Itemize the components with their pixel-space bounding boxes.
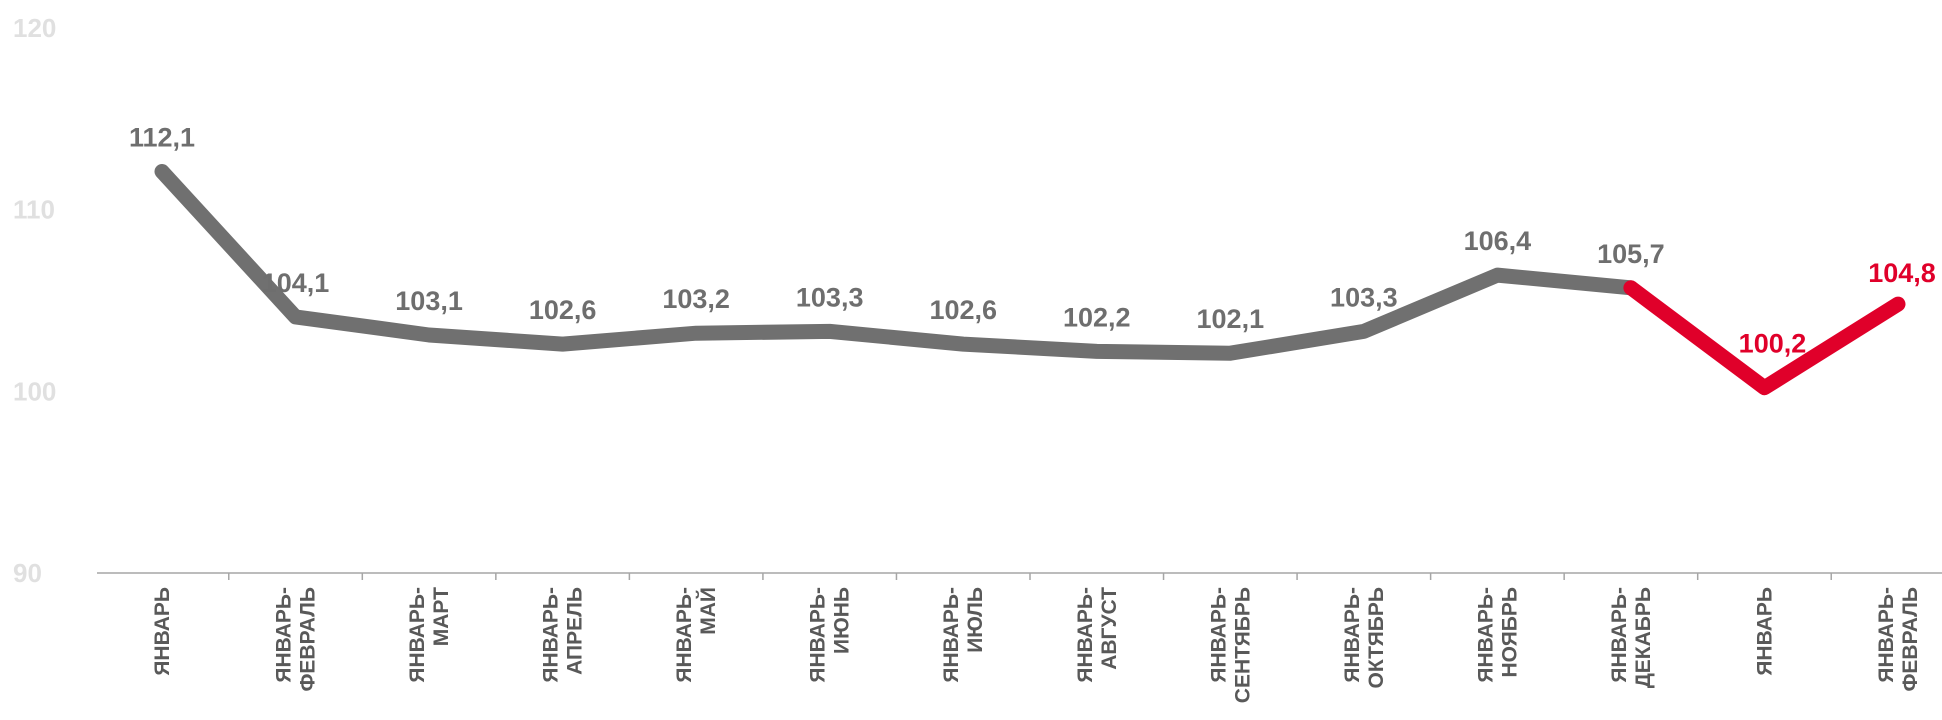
x-tick-label: ЯНВАРЬ- ИЮЛЬ <box>940 587 987 683</box>
x-tick-label: ЯНВАРЬ- ФЕВРАЛЬ <box>273 587 320 692</box>
x-tick-text: ФЕВРАЛЬ <box>297 587 320 692</box>
x-tick-text: ЯНВАРЬ- <box>673 587 696 683</box>
series-line-red <box>1623 280 1906 396</box>
data-label: 100,2 <box>1739 329 1807 359</box>
y-tick-label: 90 <box>13 558 42 588</box>
x-tick-text: ЯНВАРЬ- <box>1474 587 1497 683</box>
x-tick-text: ИЮНЬ <box>831 587 854 654</box>
x-tick-label: ЯНВАРЬ- СЕНТЯБРЬ <box>1207 587 1254 703</box>
y-tick-label: 120 <box>13 13 56 43</box>
series-lines <box>154 164 1906 396</box>
x-tick-label: ЯНВАРЬ- МАРТ <box>406 587 453 683</box>
x-tick-label: ЯНВАРЬ- ОКТЯБРЬ <box>1341 587 1388 689</box>
x-tick-text: ЯНВАРЬ- <box>1074 587 1097 683</box>
x-tick-text: НОЯБРЬ <box>1498 587 1521 678</box>
y-axis: 90 100 110 120 <box>13 13 56 588</box>
x-tick-text: ЯНВАРЬ- <box>273 587 296 683</box>
x-tick-text: ДЕКАБРЬ <box>1632 587 1655 688</box>
x-tick-label: ЯНВАРЬ- ИЮНЬ <box>807 587 854 683</box>
data-label: 106,4 <box>1464 226 1532 256</box>
x-tick-label: ЯНВАРЬ- АВГУСТ <box>1074 587 1121 683</box>
x-tick-label: ЯНВАРЬ- АПРЕЛЬ <box>540 587 587 683</box>
x-tick-text: АПРЕЛЬ <box>564 587 587 675</box>
x-tick-label: ЯНВАРЬ- ДЕКАБРЬ <box>1608 587 1655 688</box>
data-label: 102,6 <box>529 295 597 325</box>
data-label: 103,1 <box>395 286 463 316</box>
data-label: 105,7 <box>1597 239 1665 269</box>
data-label: 102,2 <box>1063 302 1131 332</box>
x-tick-text: ЯНВАРЬ- <box>1875 587 1898 683</box>
x-tick-text: АВГУСТ <box>1098 587 1121 670</box>
x-tick-label: ЯНВАРЬ- НОЯБРЬ <box>1474 587 1521 683</box>
data-label: 102,6 <box>929 295 997 325</box>
data-label: 103,3 <box>1330 282 1398 312</box>
x-tick-label: ЯНВАРЬ <box>1753 587 1776 676</box>
data-label: 103,3 <box>796 282 864 312</box>
x-tick-label: ЯНВАРЬ- ФЕВРАЛЬ <box>1875 587 1922 692</box>
x-axis: ЯНВАРЬ ЯНВАРЬ- ФЕВРАЛЬ ЯНВАРЬ- МАРТ ЯНВАРЬ- АП… <box>97 572 1942 703</box>
y-tick-label: 110 <box>13 195 55 225</box>
x-tick-text: МАЙ <box>696 587 720 635</box>
data-label: 102,1 <box>1197 304 1265 334</box>
x-tick-text: ЯНВАРЬ- <box>1207 587 1230 683</box>
x-tick-label: ЯНВАРЬ <box>151 587 174 676</box>
x-tick-text: ЯНВАРЬ- <box>807 587 830 683</box>
data-label: 104,1 <box>262 268 330 298</box>
series-line-gray <box>154 164 1639 361</box>
x-tick-text: ЯНВАРЬ- <box>1341 587 1364 683</box>
x-tick-text: ФЕВРАЛЬ <box>1899 587 1922 692</box>
x-tick-text: ЯНВАРЬ- <box>940 587 963 683</box>
y-tick-label: 100 <box>13 376 56 406</box>
data-label: 112,1 <box>129 123 195 153</box>
x-tick-text: ОКТЯБРЬ <box>1365 587 1388 689</box>
data-label: 104,8 <box>1868 258 1936 288</box>
x-tick-text: ЯНВАРЬ <box>151 587 174 676</box>
x-tick-text: МАРТ <box>430 587 453 646</box>
x-tick-text: ЯНВАРЬ- <box>406 587 429 683</box>
x-tick-label: ЯНВАРЬ- МАЙ <box>673 587 720 683</box>
x-tick-text: ИЮЛЬ <box>964 587 987 653</box>
data-label: 103,2 <box>662 284 730 314</box>
data-labels: 112,1 104,1 103,1 102,6 103,2 103,3 102,6 102,2… <box>129 123 1936 359</box>
x-tick-text: ЯНВАРЬ- <box>1608 587 1631 683</box>
x-tick-text: ЯНВАРЬ <box>1753 587 1776 676</box>
x-tick-text: СЕНТЯБРЬ <box>1231 587 1254 703</box>
x-tick-text: ЯНВАРЬ- <box>540 587 563 683</box>
